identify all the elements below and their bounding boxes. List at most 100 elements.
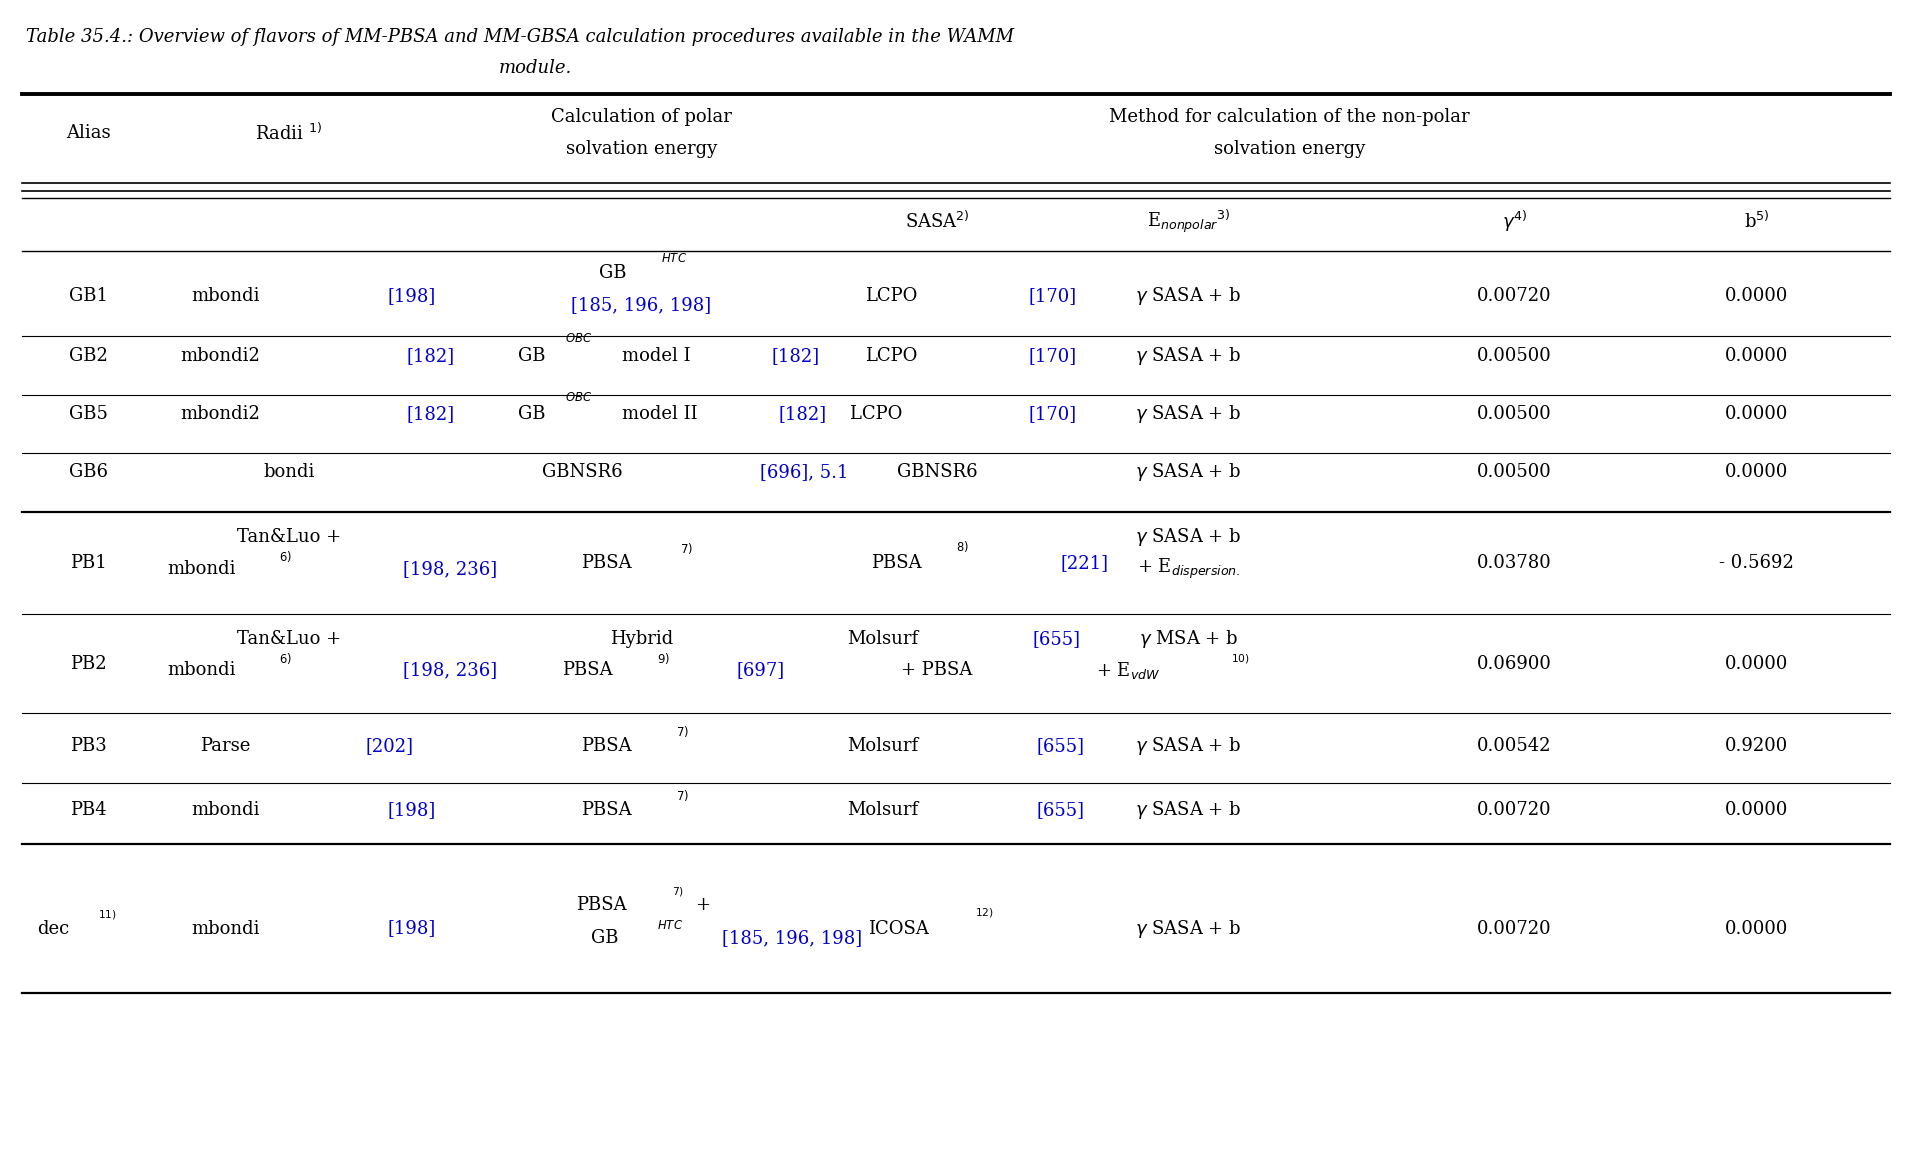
Text: PBSA: PBSA — [562, 661, 614, 679]
Text: GB2: GB2 — [69, 346, 107, 365]
Text: 0.00500: 0.00500 — [1478, 346, 1553, 365]
Text: [221]: [221] — [1061, 553, 1109, 572]
Text: Radii $^{1)}$: Radii $^{1)}$ — [254, 123, 323, 144]
Text: mbondi2: mbondi2 — [180, 346, 260, 365]
Text: LCPO: LCPO — [851, 405, 908, 422]
Text: $\gamma$ SASA + b: $\gamma$ SASA + b — [1136, 402, 1241, 425]
Text: $\gamma$ SASA + b: $\gamma$ SASA + b — [1136, 917, 1241, 940]
Text: Method for calculation of the non-polar: Method for calculation of the non-polar — [1109, 108, 1470, 126]
Text: [185, 196, 198]: [185, 196, 198] — [572, 296, 711, 315]
Text: 0.0000: 0.0000 — [1725, 405, 1788, 422]
Text: 0.00720: 0.00720 — [1478, 800, 1553, 819]
Text: [182]: [182] — [778, 405, 826, 422]
Text: [198]: [198] — [388, 800, 436, 819]
Text: $^{HTC}$: $^{HTC}$ — [656, 922, 683, 940]
Text: [655]: [655] — [1032, 629, 1080, 647]
Text: [170]: [170] — [1029, 287, 1076, 305]
Text: $\gamma$ SASA + b: $\gamma$ SASA + b — [1136, 799, 1241, 820]
Text: dec: dec — [36, 920, 69, 937]
Text: [198, 236]: [198, 236] — [403, 559, 497, 578]
Text: 0.0000: 0.0000 — [1725, 346, 1788, 365]
Text: $^{6)}$: $^{6)}$ — [279, 553, 293, 570]
Text: mbondi2: mbondi2 — [180, 405, 260, 422]
Text: $^{7)}$: $^{7)}$ — [679, 545, 692, 562]
Text: SASA$^{2)}$: SASA$^{2)}$ — [904, 211, 969, 233]
Text: $\gamma$ MSA + b: $\gamma$ MSA + b — [1140, 627, 1239, 649]
Text: $\gamma^{4)}$: $\gamma^{4)}$ — [1503, 209, 1528, 234]
Text: [170]: [170] — [1029, 346, 1076, 365]
Text: model I: model I — [623, 346, 696, 365]
Text: + PBSA: + PBSA — [901, 661, 973, 679]
Text: $^{10)}$: $^{10)}$ — [1231, 656, 1250, 670]
Text: Molsurf: Molsurf — [847, 737, 918, 755]
Text: PB1: PB1 — [71, 553, 107, 572]
Text: Parse: Parse — [201, 737, 250, 755]
Text: E$_{nonpolar}$$^{3)}$: E$_{nonpolar}$$^{3)}$ — [1147, 208, 1231, 235]
Text: +: + — [694, 896, 709, 914]
Text: $^{6)}$: $^{6)}$ — [279, 654, 293, 672]
Text: $^{OBC}$: $^{OBC}$ — [566, 336, 593, 352]
Text: $^{HTC}$: $^{HTC}$ — [660, 255, 686, 273]
Text: + E$_{dispersion.}$: + E$_{dispersion.}$ — [1138, 557, 1241, 580]
Text: $^{12)}$: $^{12)}$ — [975, 910, 994, 924]
Text: Molsurf: Molsurf — [847, 629, 918, 647]
Text: [182]: [182] — [771, 346, 818, 365]
Text: 0.03780: 0.03780 — [1478, 553, 1553, 572]
Text: PBSA: PBSA — [872, 553, 922, 572]
Text: 0.00720: 0.00720 — [1478, 287, 1553, 305]
Text: bondi: bondi — [264, 463, 314, 481]
Text: [655]: [655] — [1036, 737, 1084, 755]
Text: $\gamma$ SASA + b: $\gamma$ SASA + b — [1136, 735, 1241, 757]
Text: mbondi: mbondi — [166, 661, 235, 679]
Text: GB: GB — [518, 346, 545, 365]
Text: 0.0000: 0.0000 — [1725, 920, 1788, 937]
Text: GB: GB — [518, 405, 545, 422]
Text: mbondi: mbondi — [191, 287, 260, 305]
Text: 0.0000: 0.0000 — [1725, 800, 1788, 819]
Text: $\gamma$ SASA + b: $\gamma$ SASA + b — [1136, 461, 1241, 483]
Text: $^{8)}$: $^{8)}$ — [956, 543, 969, 559]
Text: 0.0000: 0.0000 — [1725, 287, 1788, 305]
Text: PB2: PB2 — [71, 655, 107, 673]
Text: [655]: [655] — [1036, 800, 1084, 819]
Text: Hybrid: Hybrid — [610, 629, 673, 647]
Text: LCPO: LCPO — [866, 287, 918, 305]
Text: [697]: [697] — [736, 661, 786, 679]
Text: 0.00542: 0.00542 — [1478, 737, 1553, 755]
Text: $\gamma$ SASA + b: $\gamma$ SASA + b — [1136, 285, 1241, 308]
Text: $^{7)}$: $^{7)}$ — [671, 889, 684, 903]
Text: Molsurf: Molsurf — [847, 800, 918, 819]
Text: module.: module. — [499, 58, 572, 77]
Text: $^{7)}$: $^{7)}$ — [675, 792, 688, 808]
Text: [182]: [182] — [407, 405, 455, 422]
Text: PB3: PB3 — [71, 737, 107, 755]
Text: [696], 5.1: [696], 5.1 — [759, 463, 849, 481]
Text: $\gamma$ SASA + b: $\gamma$ SASA + b — [1136, 345, 1241, 366]
Text: 0.00500: 0.00500 — [1478, 463, 1553, 481]
Text: 0.0000: 0.0000 — [1725, 463, 1788, 481]
Text: 0.06900: 0.06900 — [1478, 655, 1553, 673]
Text: 0.9200: 0.9200 — [1725, 737, 1788, 755]
Text: - 0.5692: - 0.5692 — [1719, 553, 1793, 572]
Text: [198]: [198] — [388, 287, 436, 305]
Text: mbondi: mbondi — [191, 920, 260, 937]
Text: PB4: PB4 — [71, 800, 107, 819]
Text: GBNSR6: GBNSR6 — [541, 463, 623, 481]
Text: model II: model II — [623, 405, 698, 422]
Text: 0.0000: 0.0000 — [1725, 655, 1788, 673]
Text: Alias: Alias — [67, 124, 111, 143]
Text: GB5: GB5 — [69, 405, 107, 422]
Text: [182]: [182] — [407, 346, 455, 365]
Text: GB6: GB6 — [69, 463, 109, 481]
Text: [198, 236]: [198, 236] — [403, 661, 497, 679]
Text: PBSA: PBSA — [581, 800, 631, 819]
Text: GB1: GB1 — [69, 287, 109, 305]
Text: $^{7)}$: $^{7)}$ — [675, 728, 688, 745]
Text: $^{11)}$: $^{11)}$ — [98, 913, 117, 927]
Text: mbondi: mbondi — [166, 559, 235, 578]
Text: GB: GB — [591, 929, 619, 947]
Text: [185, 196, 198]: [185, 196, 198] — [721, 929, 862, 947]
Text: PBSA: PBSA — [576, 896, 627, 914]
Text: GBNSR6: GBNSR6 — [897, 463, 977, 481]
Text: GB: GB — [598, 264, 627, 282]
